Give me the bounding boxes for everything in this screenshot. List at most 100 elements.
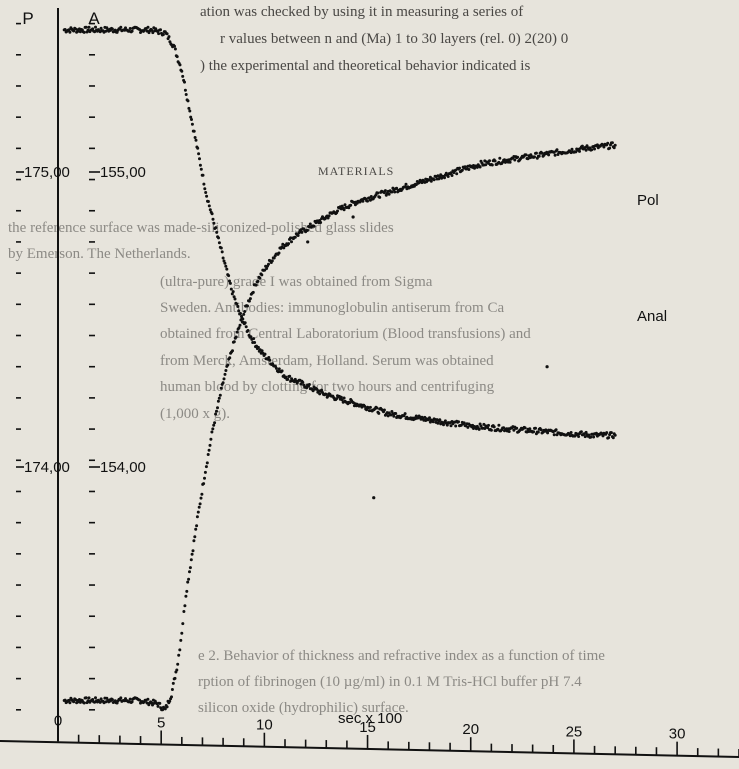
data-point — [246, 329, 250, 332]
data-point — [163, 707, 167, 711]
data-point — [403, 185, 407, 189]
data-point — [63, 28, 67, 31]
data-point — [105, 696, 109, 700]
data-point — [263, 352, 267, 356]
data-point — [613, 433, 617, 437]
series-label-pol: Pol — [637, 192, 659, 209]
a-tick-label-154: 154,00 — [100, 459, 146, 476]
data-point — [308, 222, 312, 226]
data-point — [547, 153, 551, 157]
p-tick-label-174: 174,00 — [24, 459, 70, 476]
data-point — [489, 428, 493, 432]
data-point — [231, 349, 234, 353]
data-point — [320, 388, 324, 392]
data-point — [536, 430, 540, 434]
data-point — [82, 30, 86, 34]
data-point — [170, 695, 173, 699]
a-tick-label-155: 155,00 — [100, 164, 146, 181]
data-point — [218, 393, 222, 397]
bg-caption-line-3: silicon oxide (hydrophilic) surface. — [198, 700, 409, 716]
data-point — [227, 274, 231, 278]
data-point — [583, 435, 587, 439]
outlier-point — [372, 496, 376, 500]
data-point — [449, 424, 453, 428]
data-point — [223, 261, 227, 265]
data-point — [158, 701, 162, 705]
data-point — [177, 653, 181, 657]
data-point — [284, 375, 288, 379]
data-point — [234, 335, 238, 339]
data-point — [198, 502, 202, 506]
data-point — [209, 437, 213, 441]
bg-materials-line-2: by Emerson. The Netherlands. — [8, 246, 191, 262]
data-point — [157, 32, 161, 36]
data-point — [184, 93, 188, 96]
data-point — [188, 566, 192, 570]
data-point — [235, 330, 239, 334]
bg-materials-line-6: from Merck, Amsterdam, Holland. Serum wa… — [160, 353, 494, 369]
bg-top-line-1: ation was checked by using it in measuri… — [200, 4, 523, 20]
data-point — [210, 212, 214, 216]
data-point — [579, 430, 583, 434]
data-point — [587, 433, 591, 437]
bg-top-line-3: ) the experimental and theoretical behav… — [200, 58, 530, 74]
data-point — [173, 47, 177, 51]
data-point — [212, 423, 216, 427]
x-tick-label-15: 15 — [359, 719, 376, 736]
data-point — [210, 430, 214, 434]
data-point — [443, 176, 446, 180]
data-point — [211, 217, 215, 221]
data-point — [99, 26, 103, 30]
data-point — [105, 26, 109, 30]
data-point — [492, 425, 496, 429]
data-point — [457, 420, 460, 424]
data-point — [601, 434, 605, 438]
data-point — [195, 524, 199, 528]
data-point — [232, 340, 236, 344]
data-point — [390, 190, 394, 194]
bg-materials-line-4: Sweden. Antibodies: immunoglobulin antis… — [160, 300, 504, 316]
data-point — [180, 631, 184, 635]
data-point — [183, 80, 186, 84]
data-point — [249, 335, 253, 339]
data-point — [186, 580, 190, 584]
data-point — [198, 163, 202, 167]
data-point — [290, 240, 293, 244]
data-point — [239, 312, 242, 315]
data-point — [180, 69, 184, 73]
data-point — [516, 155, 520, 159]
data-point — [207, 448, 211, 452]
bg-caption-line-1: e 2. Behavior of thickness and refractiv… — [198, 648, 605, 664]
data-point — [460, 168, 464, 172]
data-point — [488, 159, 491, 163]
data-point — [242, 312, 246, 316]
data-point — [376, 191, 380, 195]
data-point — [612, 146, 616, 150]
x-ticks: 0 5 10 15 20 25 30 — [54, 712, 739, 757]
data-point — [190, 122, 194, 126]
data-point — [301, 380, 305, 384]
data-point — [204, 465, 208, 469]
data-point — [167, 35, 171, 39]
data-point — [198, 157, 201, 161]
data-point — [490, 163, 494, 167]
data-point — [590, 148, 594, 152]
data-point — [613, 143, 617, 147]
data-point — [377, 411, 381, 415]
data-point — [186, 99, 190, 103]
data-point — [486, 426, 490, 430]
data-point — [478, 165, 482, 169]
data-point — [189, 558, 193, 562]
data-point — [197, 505, 201, 509]
bg-materials-line-7: human blood by clotting for two hours an… — [160, 379, 495, 395]
axis-label-a: A — [88, 9, 100, 28]
data-point — [193, 535, 197, 539]
data-point — [286, 377, 290, 381]
data-point — [200, 492, 204, 496]
bg-materials-line-5: obtained from Central Laboratorium (Bloo… — [160, 326, 531, 342]
data-point — [203, 476, 206, 480]
data-point — [306, 228, 309, 232]
data-point — [190, 552, 194, 556]
data-point — [387, 192, 391, 196]
data-point — [429, 179, 433, 183]
